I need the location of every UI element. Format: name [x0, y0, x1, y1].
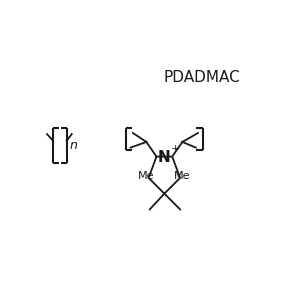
- Text: n: n: [70, 139, 77, 152]
- Text: Me: Me: [138, 171, 155, 181]
- Text: PDADMAC: PDADMAC: [163, 70, 240, 85]
- Text: Me: Me: [174, 171, 191, 181]
- Text: +: +: [171, 144, 180, 154]
- Text: N: N: [158, 150, 171, 165]
